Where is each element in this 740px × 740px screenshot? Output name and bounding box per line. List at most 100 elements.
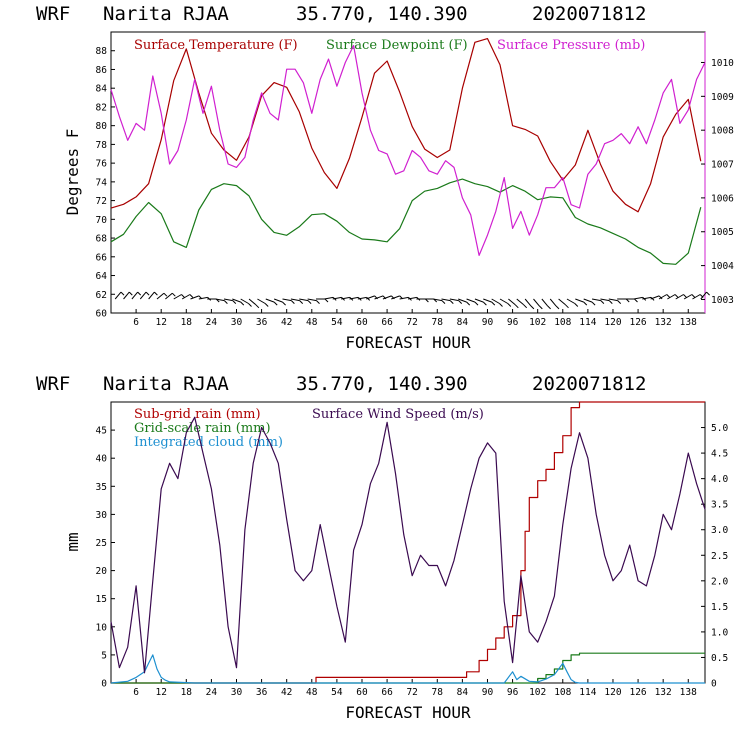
top-header-init: 2020071812	[532, 3, 646, 25]
wind-barb	[223, 298, 233, 302]
y-tick-label: 5	[101, 650, 107, 661]
bottom-header: WRF Narita RJAA 35.770, 140.390 20200718…	[36, 373, 646, 395]
x-tick-label: 72	[406, 687, 417, 698]
wind-barb-flag	[547, 305, 551, 310]
wind-barb	[340, 296, 350, 300]
x-tick-label: 42	[281, 687, 292, 698]
y-tick-label: 25	[96, 538, 107, 549]
x-tick-label: 90	[482, 687, 494, 698]
x-tick-label: 6	[133, 317, 139, 328]
wind-barb	[407, 296, 417, 300]
wind-barb	[675, 294, 684, 300]
wind-barb-flag	[591, 301, 596, 306]
wind-barb-flag	[181, 294, 185, 298]
wind-barb-flag	[499, 303, 503, 307]
wind-barb	[583, 298, 593, 303]
series-line-0	[111, 401, 705, 684]
x-tick-label: 6	[133, 687, 139, 698]
y-tick-label: 78	[96, 140, 108, 151]
wind-barb	[374, 295, 384, 300]
legend-sub-grid-rain: Sub-grid rain (mm)	[134, 407, 261, 422]
wind-barb	[633, 296, 643, 300]
top-series-group	[110, 38, 706, 265]
series-line-3	[110, 416, 706, 674]
y-tick-label: 68	[96, 234, 108, 245]
x-tick-label: 126	[629, 687, 646, 698]
wind-barb-flag	[273, 301, 278, 306]
wind-barb	[642, 296, 652, 300]
wind-barb-flag	[224, 300, 228, 304]
wind-barb	[299, 298, 309, 302]
wind-barb-flag	[137, 291, 142, 296]
top-x-ticks: 6 12 18 24 30 36 42 48 54 60 66 72 78 84 90 96 102 108 114…	[133, 309, 697, 328]
wind-barb	[156, 292, 165, 300]
wind-barb-flag	[691, 294, 696, 298]
x-tick-label: 102	[529, 687, 546, 698]
wind-barb	[391, 295, 400, 300]
y2-tick-label: 1004	[711, 261, 734, 272]
y-tick-label: 72	[96, 196, 107, 207]
y-tick-label: 74	[96, 177, 108, 188]
y-tick-label: 30	[96, 510, 108, 521]
wind-barb-flag	[466, 301, 471, 306]
y-tick-label: 70	[96, 215, 108, 226]
series-line-2	[110, 44, 706, 256]
wind-barb-flag	[683, 294, 687, 298]
x-tick-label: 12	[155, 317, 166, 328]
top-plot-frame	[110, 31, 706, 314]
wind-barb-flag	[232, 300, 237, 304]
wind-barb	[483, 298, 492, 303]
x-tick-label: 138	[680, 687, 697, 698]
y-tick-label: 15	[96, 594, 107, 605]
y-tick-label: 0	[101, 679, 107, 690]
wind-barb-flag	[240, 301, 245, 306]
wind-barb	[282, 298, 292, 302]
wind-barb	[332, 296, 342, 300]
wind-barb-flag	[574, 303, 579, 307]
wind-barb-flag	[706, 291, 710, 296]
wind-barb-flag	[634, 298, 638, 303]
wind-barb-flag	[255, 304, 260, 309]
wind-barb-flag	[474, 301, 479, 306]
top-y-ticks: 60 62 64 66 68 70 72 74 76 78 80 82 84 86 88	[96, 46, 115, 320]
y2-tick-label: 1007	[711, 160, 734, 171]
x-tick-label: 66	[381, 687, 393, 698]
y2-tick-label: 0	[711, 679, 717, 690]
wind-barb-flag	[514, 304, 519, 309]
x-tick-label: 138	[680, 317, 697, 328]
wind-barb-flag	[530, 305, 535, 310]
wind-barb	[508, 298, 516, 306]
x-tick-label: 30	[231, 317, 243, 328]
y-tick-label: 84	[96, 84, 108, 95]
y2-tick-label: 1006	[711, 193, 734, 204]
top-header-station: Narita RJAA	[103, 3, 229, 25]
wind-barb	[566, 298, 576, 304]
wind-barb	[541, 298, 548, 307]
x-tick-label: 60	[356, 687, 368, 698]
wind-barb-flag	[441, 300, 446, 304]
top-y2-ticks: 1003 1004 1005 1006 1007 1008 1009 1010	[701, 58, 734, 306]
wind-barb-flag	[324, 298, 329, 303]
wind-barb	[658, 294, 668, 300]
wind-barb-flag	[282, 301, 286, 306]
y2-tick-label: 1010	[711, 58, 734, 69]
wind-barb-flag	[523, 304, 528, 309]
wind-barb	[600, 298, 610, 302]
legend-surface-wind-speed: Surface Wind Speed (m/s)	[312, 407, 484, 422]
wind-barb	[382, 295, 392, 300]
wind-barb	[190, 295, 200, 300]
wind-barb	[173, 294, 182, 300]
wind-barb	[650, 295, 660, 300]
x-tick-label: 30	[231, 687, 243, 698]
wind-barb	[198, 296, 208, 300]
x-tick-label: 36	[256, 317, 268, 328]
wind-barb	[474, 298, 484, 303]
x-tick-label: 102	[529, 317, 546, 328]
wind-barb	[357, 296, 367, 300]
wind-barb	[257, 298, 266, 304]
y-tick-label: 40	[96, 454, 108, 465]
y-tick-label: 45	[96, 426, 107, 437]
legend-grid-scale-rain: Grid-scale rain (mm)	[134, 421, 271, 436]
wind-barb-flag	[171, 292, 176, 297]
